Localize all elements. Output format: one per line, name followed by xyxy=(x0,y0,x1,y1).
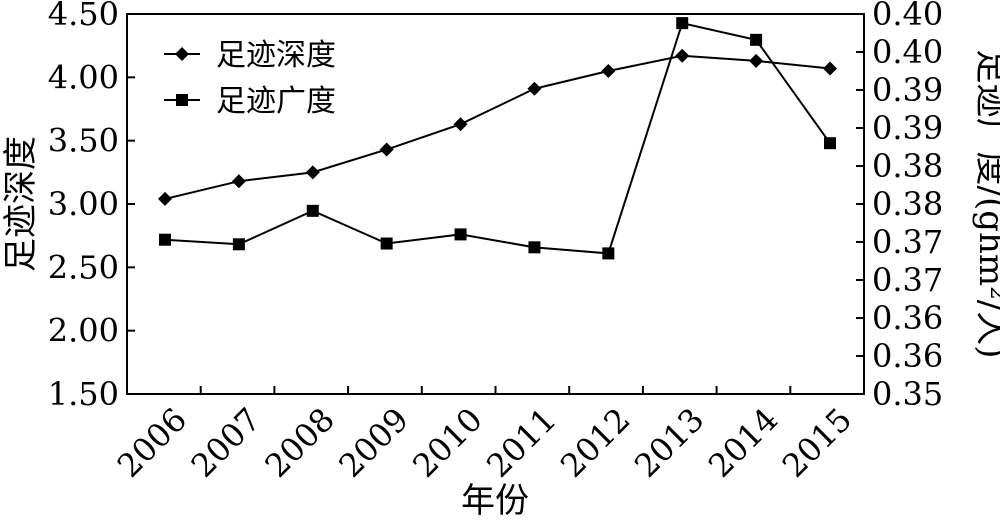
right-tick-label: 0.37 xyxy=(872,261,943,299)
legend-item-breadth: 足迹广度 xyxy=(164,84,336,119)
x-tick-label: 2012 xyxy=(553,400,637,484)
left-tick-label: 4.00 xyxy=(48,58,119,96)
data-point-depth xyxy=(305,165,320,180)
data-point-breadth xyxy=(380,237,393,250)
left-tick-label: 3.00 xyxy=(48,185,119,223)
series-layer xyxy=(158,17,837,260)
right-tick-label: 0.38 xyxy=(872,147,943,185)
x-tick-label: 2009 xyxy=(331,400,415,484)
right-tick-label: 0.35 xyxy=(872,375,943,413)
x-tick-label: 2014 xyxy=(701,400,785,484)
left-tick-label: 2.00 xyxy=(48,312,119,350)
right-tick-label: 0.36 xyxy=(872,299,943,337)
right-tick-label: 0.40 xyxy=(872,33,943,71)
data-point-breadth xyxy=(528,241,541,254)
data-point-depth xyxy=(379,142,394,157)
right-axis-ticks: 0.350.360.360.370.370.380.380.390.390.40… xyxy=(856,0,943,413)
left-tick-label: 4.50 xyxy=(48,0,119,33)
series-line-depth xyxy=(164,54,831,200)
data-point-breadth xyxy=(306,204,319,217)
data-point-breadth xyxy=(750,33,763,46)
x-tick-label: 2007 xyxy=(184,400,268,484)
data-point-depth xyxy=(601,64,616,78)
right-tick-label: 0.39 xyxy=(872,109,943,147)
right-tick-label: 0.40 xyxy=(872,0,943,33)
x-tick-label: 2013 xyxy=(627,400,711,484)
legend-label-breadth: 足迹广度 xyxy=(216,84,336,119)
right-axis-title: 足迹广度/(ghm²/人) xyxy=(971,50,1000,359)
legend-label-depth: 足迹深度 xyxy=(216,38,336,73)
right-tick-label: 0.39 xyxy=(872,71,943,109)
x-tick-label: 2010 xyxy=(405,400,489,484)
legend-marker-diamond-icon xyxy=(175,47,189,61)
legend-marker-square-icon xyxy=(176,94,188,106)
series-line-breadth xyxy=(164,21,831,255)
left-tick-label: 1.50 xyxy=(48,375,119,413)
data-point-breadth xyxy=(159,233,171,246)
x-tick-label: 2006 xyxy=(110,400,194,484)
data-point-breadth xyxy=(676,17,689,30)
data-point-depth xyxy=(823,61,837,76)
left-axis-ticks: 1.50 2.00 2.50 3.00 3.50 4.00 4.50 xyxy=(48,0,135,413)
data-point-depth xyxy=(231,174,246,189)
left-axis-title: 足迹深度 xyxy=(1,136,41,272)
data-point-breadth xyxy=(824,137,836,150)
x-axis-title: 年份 xyxy=(461,481,529,521)
data-point-depth xyxy=(453,117,468,132)
data-point-breadth xyxy=(602,247,615,260)
right-tick-label: 0.36 xyxy=(872,337,943,375)
data-point-depth xyxy=(527,81,542,96)
left-tick-label: 2.50 xyxy=(48,248,119,286)
x-tick-label: 2011 xyxy=(479,400,563,484)
left-tick-label: 3.50 xyxy=(48,122,119,160)
data-point-breadth xyxy=(454,228,467,241)
x-tick-label: 2008 xyxy=(258,400,342,484)
data-point-depth xyxy=(749,53,764,68)
data-point-depth xyxy=(158,191,172,206)
x-tick-label: 2015 xyxy=(775,400,859,484)
right-tick-label: 0.37 xyxy=(872,223,943,261)
legend-item-depth: 足迹深度 xyxy=(164,38,336,73)
data-point-depth xyxy=(675,48,690,63)
right-tick-label: 0.38 xyxy=(872,185,943,223)
data-point-breadth xyxy=(232,238,245,251)
legend: 足迹深度 足迹广度 xyxy=(164,38,336,119)
